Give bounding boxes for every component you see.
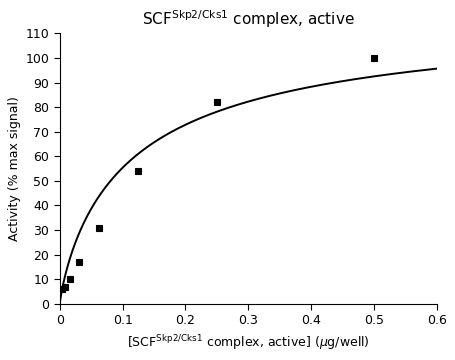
X-axis label: [SCF$^{\mathrm{Skp2/Cks1}}$ complex, active] ($\mu$g/well): [SCF$^{\mathrm{Skp2/Cks1}}$ complex, act… [127,333,369,352]
Y-axis label: Activity (% max signal): Activity (% max signal) [8,96,21,241]
Title: SCF$^{\mathrm{Skp2/Cks1}}$ complex, active: SCF$^{\mathrm{Skp2/Cks1}}$ complex, acti… [142,8,355,30]
